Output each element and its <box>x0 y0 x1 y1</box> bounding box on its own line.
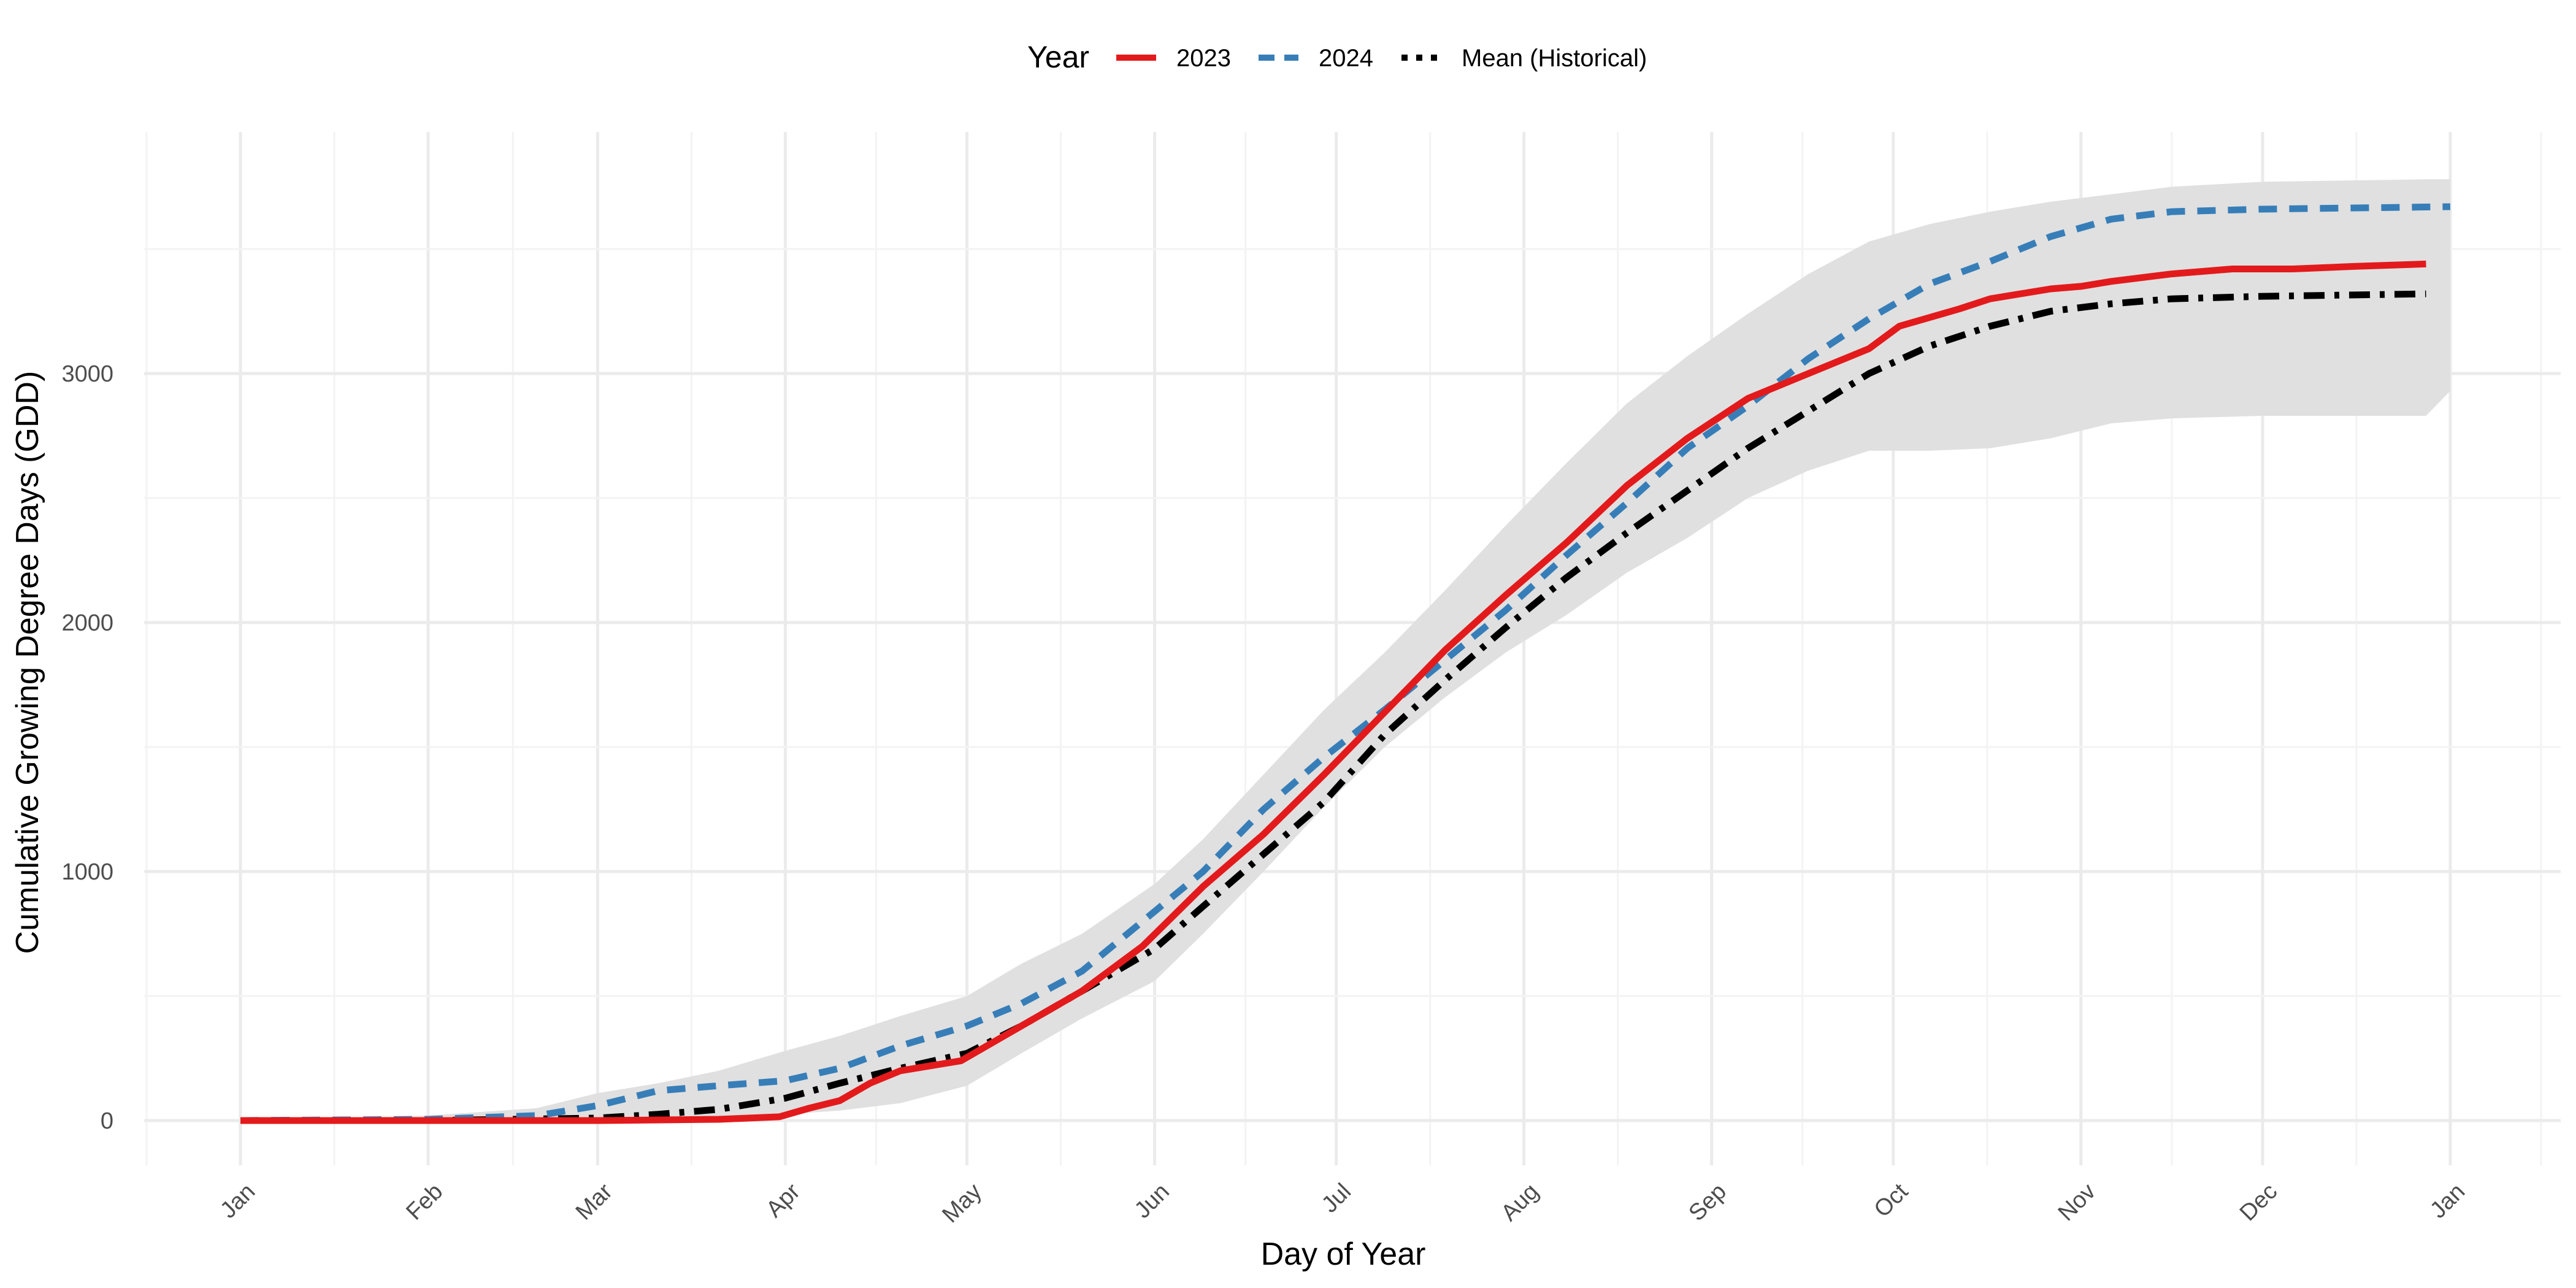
x-tick-label: Jul <box>1317 1179 1356 1218</box>
series-mean-historical-line <box>240 290 2426 1124</box>
x-tick-label: Jan <box>215 1179 260 1224</box>
legend-label-2023: 2023 <box>1176 45 1231 72</box>
historical-range-area <box>240 179 2450 1122</box>
x-axis-title: Day of Year <box>1261 1236 1426 1272</box>
legend: Year 2023 2024 Mean (Historical) <box>1027 40 1647 74</box>
x-tick-label: Mar <box>571 1178 618 1225</box>
x-tick-label: Apr <box>761 1178 805 1222</box>
legend-label-2024: 2024 <box>1319 45 1373 72</box>
y-tick-label: 1000 <box>61 859 113 885</box>
legend-label-mean: Mean (Historical) <box>1462 45 1647 72</box>
x-tick-label: Sep <box>1684 1179 1732 1227</box>
x-tick-label: Feb <box>401 1179 448 1225</box>
x-tick-label: Jun <box>1130 1179 1175 1224</box>
x-tick-label: Jan <box>2425 1179 2470 1224</box>
historical-range-band <box>240 179 2450 1122</box>
x-tick-label: Aug <box>1497 1179 1544 1227</box>
series-lines <box>240 203 2451 1124</box>
y-axis-ticks: 0 1000 2000 3000 <box>61 361 113 1134</box>
x-axis-ticks: Jan Feb Mar Apr May Jun Jul Aug Sep Oct Nov Dec Jan <box>215 1178 2470 1228</box>
y-tick-label: 2000 <box>61 610 113 636</box>
series-2024-line <box>240 203 2451 1124</box>
series-2023-line <box>240 260 2426 1124</box>
legend-title: Year <box>1027 40 1089 74</box>
y-tick-label: 3000 <box>61 361 113 387</box>
x-tick-label: Dec <box>2235 1179 2282 1226</box>
y-tick-label: 0 <box>101 1108 113 1134</box>
x-tick-label: May <box>937 1179 986 1228</box>
grid <box>144 132 2561 1165</box>
x-tick-label: Oct <box>1869 1178 1914 1222</box>
y-axis-title: Cumulative Growing Degree Days (GDD) <box>10 371 45 954</box>
x-tick-label: Nov <box>2053 1179 2101 1226</box>
